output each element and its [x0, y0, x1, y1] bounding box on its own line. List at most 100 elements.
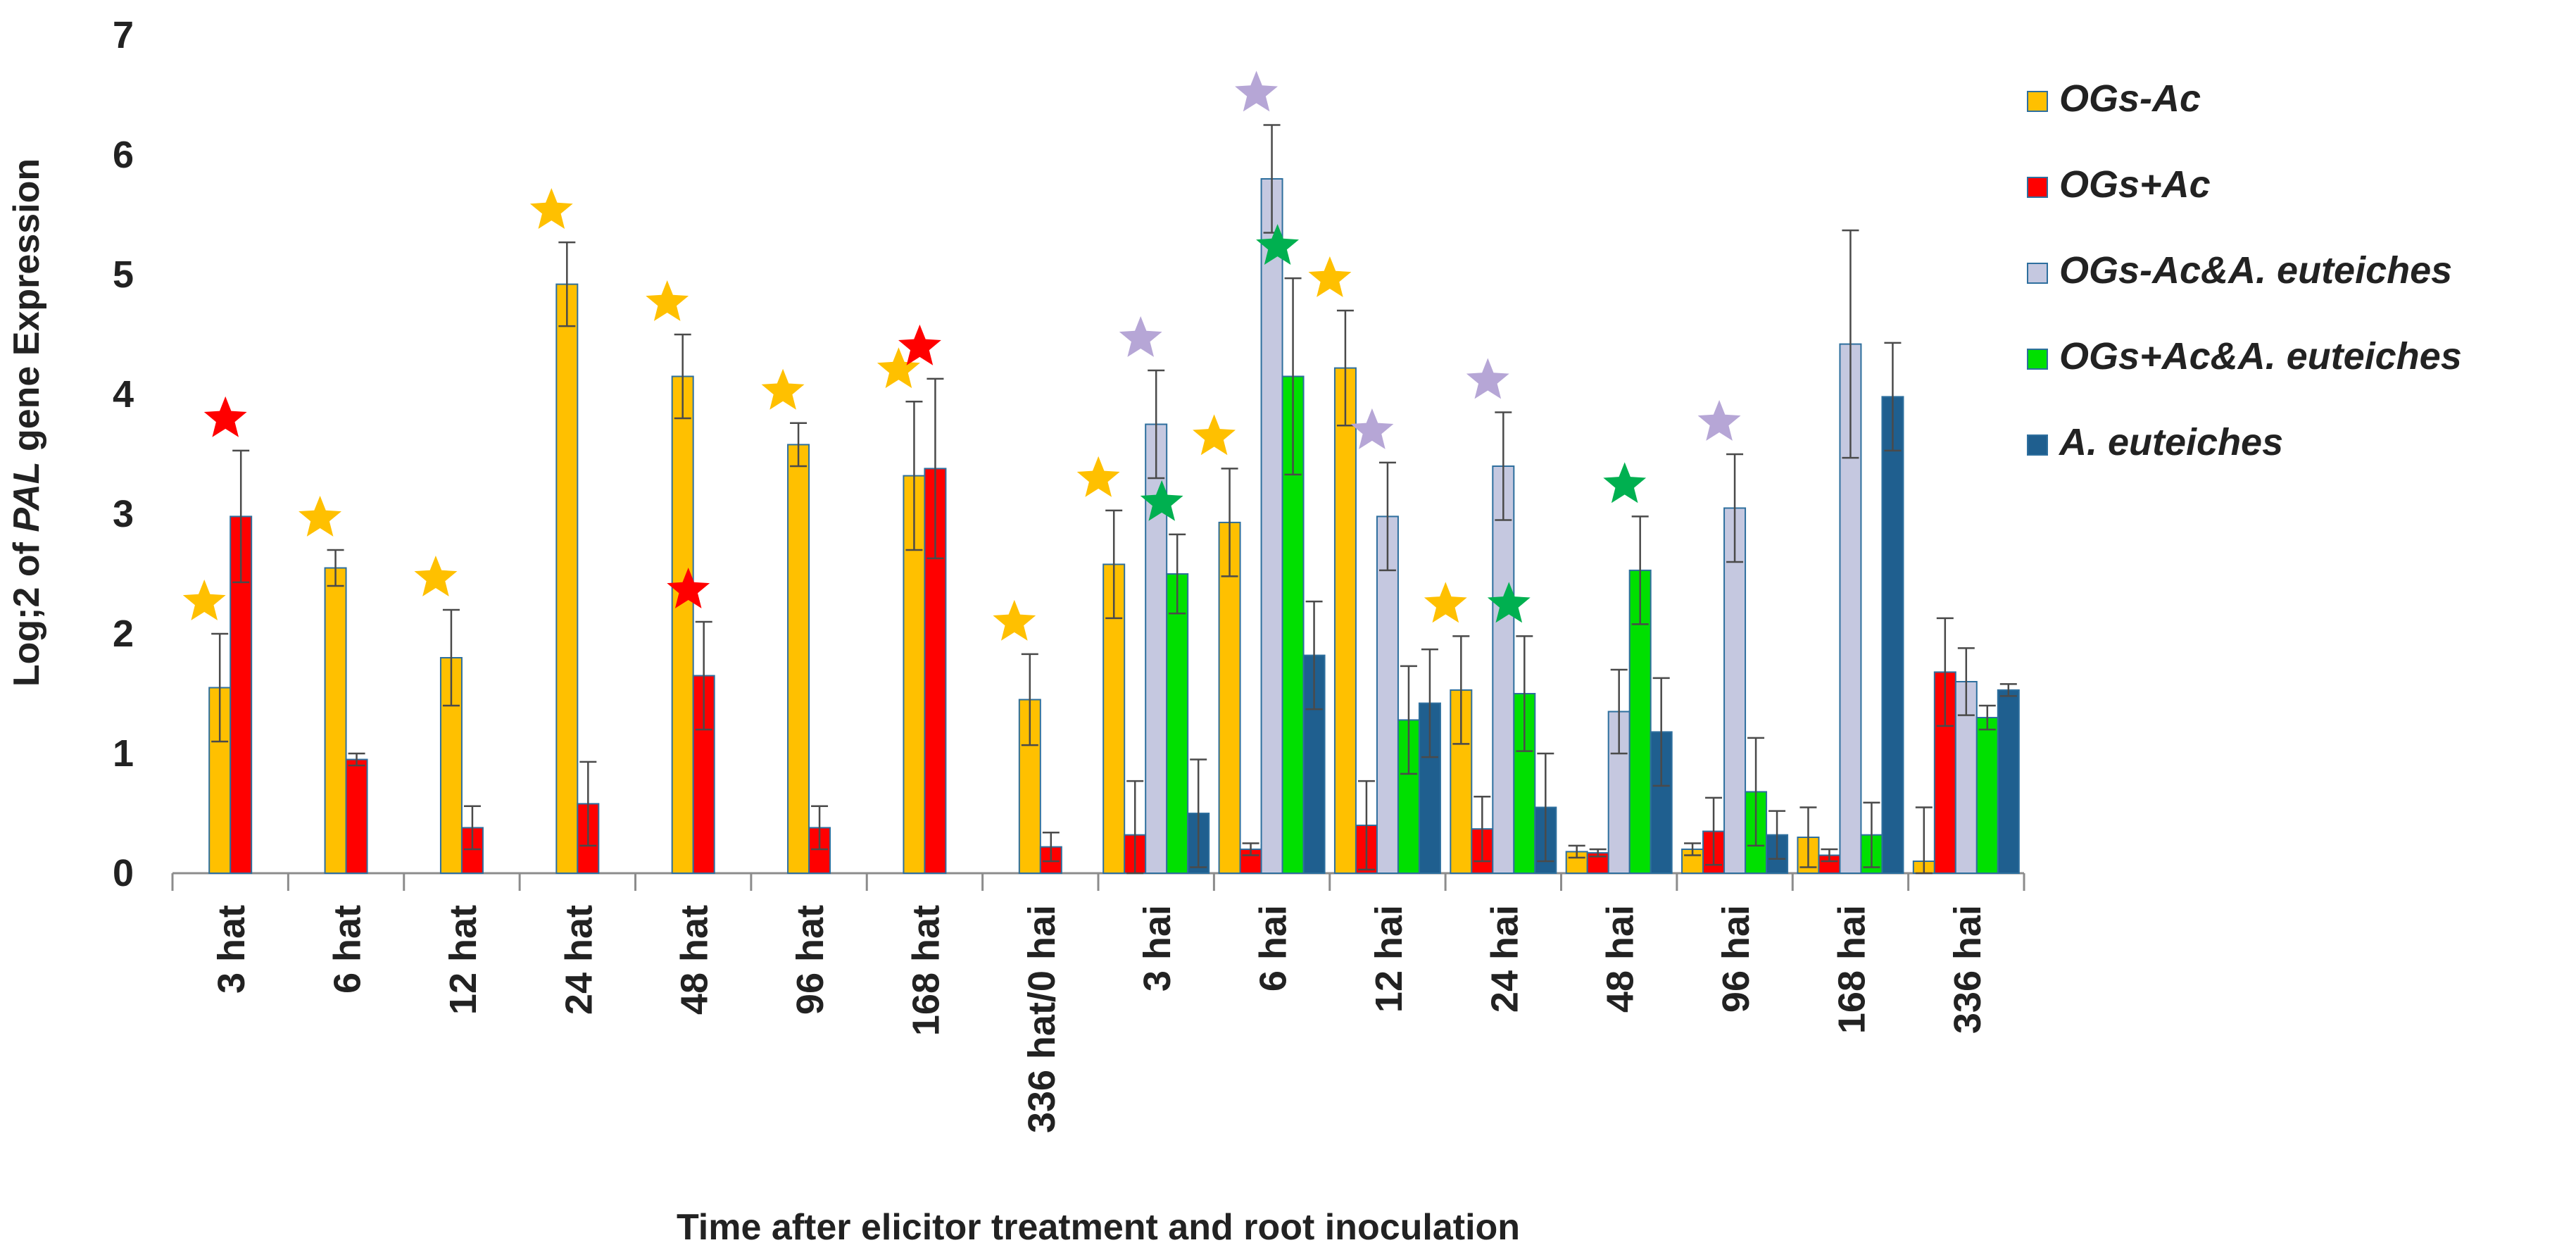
significance-star	[1140, 480, 1183, 521]
significance-star	[993, 599, 1036, 641]
y-tick-label: 4	[113, 373, 134, 415]
error-bar-ogs-ac-336-hai	[1936, 617, 1954, 727]
y-axis-title-prefix: Log;2 of	[6, 532, 47, 687]
error-bar-ogs-ac-6-hai	[1221, 468, 1238, 577]
significance-star	[1119, 316, 1162, 357]
significance-star	[877, 347, 920, 389]
significance-star	[1697, 400, 1741, 441]
significance-star	[761, 368, 805, 410]
error-bar-ogs-ac-a-euteiches-336-hai	[1978, 704, 1996, 731]
legend-swatch	[2027, 91, 2048, 112]
legend-label: OGs+Ac	[2059, 163, 2211, 206]
significance-star	[1256, 224, 1299, 265]
error-bar-ogs-ac-a-euteiches-96-hai	[1747, 737, 1765, 847]
significance-star	[1076, 456, 1120, 497]
error-bar-ogs-ac-168-hat	[905, 400, 923, 551]
x-tick-labels: 3 hat 6 hat 12 hat 24 hat 48 hat 96 hat 168 ha…	[211, 905, 1989, 1133]
error-bar-ogs-ac-48-hat	[674, 333, 691, 420]
legend: OGs-Ac OGs+Ac OGs-Ac&A. euteiches OGs+Ac&A.…	[2027, 77, 2462, 463]
bar-ogs-ac-24-hat	[555, 283, 579, 875]
bar-ogs-ac-a-euteiches-24-hai	[1492, 465, 1515, 874]
y-tick-label: 0	[113, 852, 134, 894]
error-bar-ogs-ac-6-hat	[348, 752, 365, 767]
significance-star	[1235, 70, 1278, 112]
bar-a-euteiches-168-hai	[1881, 396, 1904, 874]
x-tick-label: 96 hat	[789, 905, 831, 1015]
legend-swatch	[2027, 263, 2048, 284]
significance-star	[898, 324, 941, 365]
error-bar-ogs-ac-6-hat	[327, 549, 344, 587]
legend-item-a-euteiches: A. euteiches	[2027, 421, 2283, 463]
significance-star	[1424, 582, 1467, 623]
x-tick-label: 3 hai	[1136, 905, 1179, 992]
legend-label: OGs+Ac&A. euteiches	[2059, 335, 2462, 377]
error-bar-a-euteiches-3-hai	[1190, 758, 1207, 868]
x-tick-label: 48 hai	[1600, 905, 1642, 1013]
error-bar-ogs-ac-168-hai	[1799, 806, 1817, 868]
legend-item-ogs-ac-a-euteiches: OGs-Ac&A. euteiches	[2027, 249, 2452, 292]
bar-ogs-ac-6-hat	[324, 567, 347, 874]
error-bar-ogs-ac-96-hai	[1705, 796, 1723, 866]
x-tick-label: 6 hai	[1252, 905, 1295, 992]
error-bar-ogs-ac-a-euteiches-24-hai	[1495, 411, 1512, 521]
x-tick-label: 48 hat	[674, 905, 716, 1015]
error-bar-ogs-ac-a-euteiches-3-hai	[1148, 369, 1165, 480]
legend-label: OGs-Ac&A. euteiches	[2059, 249, 2452, 292]
error-bar-a-euteiches-168-hai	[1884, 342, 1902, 452]
y-axis-title-suffix: gene Expression	[6, 158, 47, 462]
significance-star	[299, 496, 341, 537]
error-bar-ogs-ac-a-euteiches-12-hai	[1400, 665, 1417, 775]
error-bar-ogs-ac-48-hai	[1568, 844, 1585, 859]
error-bar-ogs-ac-96-hai	[1684, 842, 1702, 856]
error-bar-ogs-ac-a-euteiches-168-hai	[1863, 801, 1880, 868]
error-bar-ogs-ac-a-euteiches-48-hai	[1610, 668, 1628, 755]
y-tick-label: 5	[113, 254, 134, 296]
error-bar-a-euteiches-12-hai	[1421, 648, 1438, 758]
x-tick-label: 12 hai	[1368, 905, 1410, 1013]
error-bar-ogs-ac-a-euteiches-96-hai	[1726, 453, 1744, 563]
significance-star	[182, 580, 226, 620]
bar-ogs-ac-a-euteiches-6-hai	[1260, 178, 1283, 874]
legend-label: A. euteiches	[2058, 421, 2283, 463]
y-axis-title: Log;2 of PAL gene Expression	[6, 158, 47, 687]
error-bar-ogs-ac-96-hat	[790, 422, 808, 468]
error-bar-ogs-ac-12-hai	[1357, 780, 1375, 871]
error-bar-a-euteiches-96-hai	[1768, 810, 1786, 860]
bar-ogs-ac-6-hai	[1218, 521, 1241, 875]
y-axis-title-gene: PAL	[6, 461, 47, 532]
error-bar-ogs-ac-24-hai	[1474, 795, 1491, 863]
bar-ogs-ac-3-hai	[1102, 563, 1126, 875]
x-tick-label: 96 hai	[1715, 905, 1757, 1013]
x-tick-label: 3 hat	[211, 905, 253, 994]
axes	[171, 872, 2025, 891]
error-bar-ogs-ac-336-hat-0-hai	[1021, 653, 1038, 746]
legend-swatch	[2027, 434, 2048, 456]
legend-item-ogs-ac: OGs-Ac	[2027, 77, 2201, 120]
x-tick-label: 12 hat	[442, 905, 484, 1015]
error-bar-ogs-ac-a-euteiches-6-hai	[1284, 277, 1302, 476]
significance-star	[1603, 462, 1647, 504]
bar-ogs-ac-6-hat	[345, 758, 368, 874]
error-bar-ogs-ac-a-euteiches-336-hai	[1957, 647, 1975, 716]
error-bar-a-euteiches-48-hai	[1652, 677, 1670, 787]
x-tick-label: 24 hai	[1483, 905, 1526, 1013]
significance-star	[1350, 408, 1394, 449]
y-tick-label: 1	[113, 732, 134, 775]
error-bar-ogs-ac-24-hat	[579, 761, 597, 847]
x-tick-label: 6 hat	[327, 905, 369, 994]
legend-swatch	[2027, 177, 2048, 198]
error-bar-ogs-ac-168-hat	[926, 377, 944, 560]
legend-item-ogs-ac-a-euteiches: OGs+Ac&A. euteiches	[2027, 335, 2462, 377]
y-tick-labels: 0 1 2 3 4 5 6 7	[113, 14, 134, 894]
y-tick-label: 7	[113, 14, 134, 56]
error-bar-ogs-ac-96-hat	[811, 805, 829, 851]
error-bar-a-euteiches-336-hai	[1999, 683, 2017, 697]
y-tick-label: 2	[113, 613, 134, 655]
significance-stars	[182, 70, 1741, 641]
significance-star	[1193, 414, 1236, 456]
x-tick-label: 168 hat	[905, 905, 947, 1036]
y-tick-label: 6	[113, 134, 134, 176]
legend-label: OGs-Ac	[2059, 77, 2201, 120]
